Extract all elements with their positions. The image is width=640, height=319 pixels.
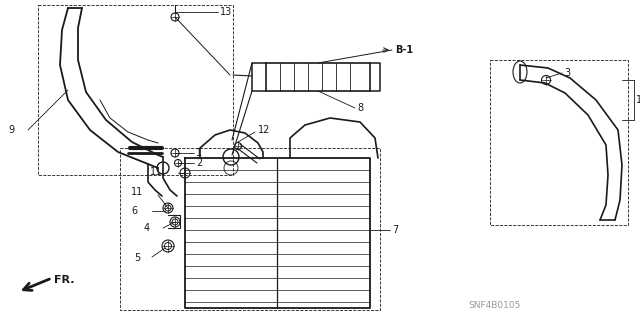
Bar [120,148,380,310]
Text: 11: 11 [131,187,143,197]
Text: 4: 4 [144,223,150,233]
Text: FR.: FR. [54,275,74,285]
Text: 12: 12 [258,125,270,135]
Text: 9: 9 [8,125,14,135]
Text: 7: 7 [392,225,398,235]
Text: 6: 6 [132,206,138,216]
Text: 8: 8 [357,103,363,113]
Text: 11: 11 [150,167,162,177]
Text: SNF4B0105: SNF4B0105 [468,300,520,309]
Text: 1: 1 [196,148,202,158]
Text: 2: 2 [196,158,202,168]
Text: 3: 3 [564,68,570,78]
Text: 5: 5 [134,253,140,263]
Text: 10: 10 [636,95,640,105]
Bar [490,60,628,225]
Text: 13: 13 [220,7,232,17]
Text: B-1: B-1 [395,45,413,55]
Bar [38,5,233,175]
